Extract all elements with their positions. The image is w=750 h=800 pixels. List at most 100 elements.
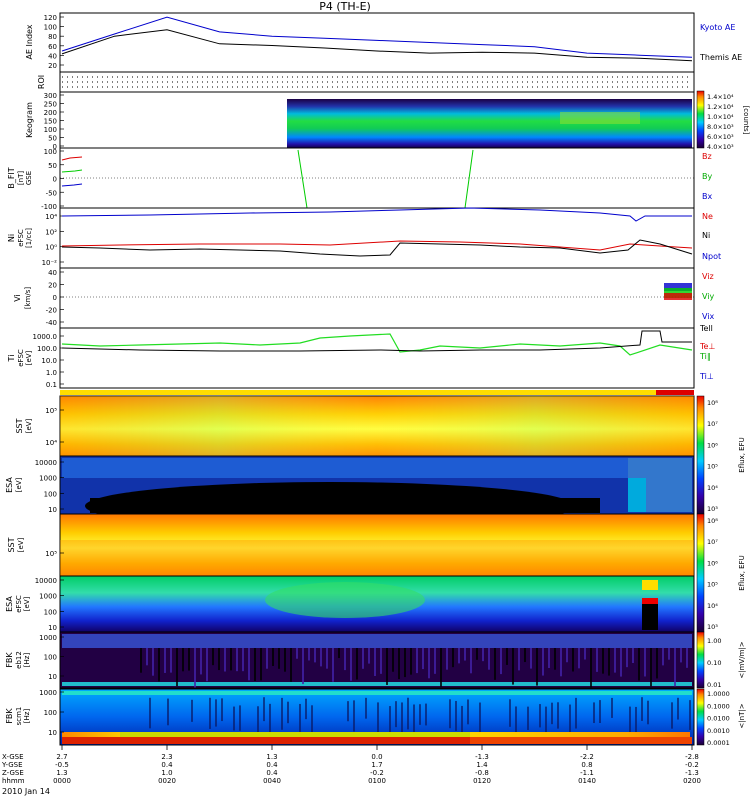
fbk-eb12-stripe bbox=[218, 648, 220, 671]
x-axis-value: 0.4 bbox=[266, 769, 278, 777]
fbk-eb12-stripe bbox=[320, 648, 322, 667]
ae-tick-label: 80 bbox=[48, 33, 57, 41]
fbk-eb12-stripe bbox=[248, 648, 250, 681]
fbk-eb12-tick-label: 10 bbox=[48, 673, 57, 681]
fbk-eb12-stripe bbox=[542, 648, 544, 676]
fbk-eb12-stripe bbox=[536, 648, 538, 686]
esa-ion-tick-label: 100 bbox=[44, 490, 57, 498]
ti-tick-labels: 1000.0 100.0 10.0 1.0 0.1 bbox=[33, 333, 64, 389]
fbk-eb12-panel: FBK eb12 [Hz] 1000 100 10 1.00 0.10 0.01 <|m… bbox=[5, 631, 746, 689]
fbk-scm1-stripe bbox=[629, 706, 631, 738]
fbk-eb12-colorbar-tick: 0.01 bbox=[707, 681, 721, 689]
fbk-eb12-stripe bbox=[206, 648, 208, 682]
fbk-eb12-stripe bbox=[254, 648, 256, 681]
x-axis-value: -2.8 bbox=[685, 753, 699, 761]
ni-legend-npot: Npot bbox=[702, 252, 721, 261]
bfit-frame bbox=[59, 147, 695, 209]
x-axis-value: -1.3 bbox=[685, 769, 699, 777]
fbk-scm1-stripe bbox=[635, 706, 637, 738]
x-axis-value: -0.8 bbox=[475, 769, 489, 777]
fbk-scm1-colorbar-tick: 0.0001 bbox=[707, 739, 730, 747]
ti-frame bbox=[59, 327, 695, 389]
fbk-eb12-stripe bbox=[482, 648, 484, 662]
sst-electron-ylabel-units: [eV] bbox=[17, 537, 25, 552]
fbk-eb12-stripe bbox=[212, 648, 214, 666]
fbk-eb12-stripe bbox=[242, 648, 244, 672]
keogram-colorbar-tick: 4.0×10³ bbox=[707, 143, 734, 151]
fbk-scm1-stripe bbox=[233, 706, 235, 731]
keogram-highlight bbox=[560, 112, 640, 124]
esa-electron-ylabel-units: [eV] bbox=[23, 596, 31, 611]
x-axis-value: -2.2 bbox=[580, 753, 594, 761]
fbk-eb12-stripe bbox=[284, 648, 286, 672]
fbk-scm1-stripe bbox=[599, 700, 601, 724]
fbk-scm1-stripe bbox=[239, 705, 241, 731]
electron-colorbar-label: Eflux, EFU bbox=[738, 555, 746, 590]
ti-tick-label: 1000.0 bbox=[33, 333, 58, 341]
fbk-scm1-stripe bbox=[281, 697, 283, 730]
fbk-scm1-stripe bbox=[269, 703, 271, 733]
ti-ylabel-units: [eV] bbox=[25, 350, 33, 365]
fbk-eb12-colorbar-label: <|mV/m|> bbox=[738, 641, 746, 678]
x-axis-value: 0040 bbox=[263, 777, 281, 785]
ni-tick-label: 10² bbox=[45, 228, 57, 236]
fbk-scm1-stripe bbox=[287, 701, 289, 724]
fbk-eb12-stripe bbox=[428, 648, 430, 679]
esa-electron-tick-label: 1000 bbox=[39, 593, 57, 601]
fbk-scm1-cyan-top bbox=[62, 691, 692, 695]
fbk-scm1-ylabel-channel: scm1 bbox=[15, 707, 23, 726]
ni-ni-trace bbox=[61, 239, 693, 257]
fbk-eb12-stripe bbox=[668, 648, 670, 660]
sst-ion-ylabel-units: [eV] bbox=[25, 418, 33, 433]
fbk-eb12-colorbar bbox=[696, 631, 705, 689]
fbk-scm1-stripe bbox=[191, 699, 193, 722]
bfit-ylabel: B_FIT bbox=[7, 167, 16, 188]
x-axis-value: 0100 bbox=[368, 777, 386, 785]
x-axis-value: 0.4 bbox=[266, 761, 278, 769]
fbk-scm1-stripe bbox=[401, 702, 403, 735]
keogram-colorbar-ticks: 1.4×10⁴ 1.2×10⁴ 1.0×10⁴ 8.0×10³ 6.0×10³ 4.0×1… bbox=[707, 93, 734, 151]
fbk-eb12-stripe bbox=[146, 648, 148, 666]
vi-vix-burst bbox=[664, 283, 692, 291]
fbk-scm1-base bbox=[62, 737, 692, 744]
bfit-bz-trace bbox=[61, 156, 83, 161]
ion-colorbar-label: Eflux, EFU bbox=[738, 437, 746, 472]
bfit-legend-bz: Bz bbox=[702, 152, 712, 161]
ni-tick-label: 10⁴ bbox=[45, 213, 57, 221]
fbk-scm1-stripe bbox=[467, 699, 469, 725]
keogram-colorbar-tick: 1.4×10⁴ bbox=[707, 93, 734, 101]
fbk-eb12-stripe bbox=[464, 648, 466, 661]
esa-ion-ylabel: ESA bbox=[5, 477, 14, 493]
x-axis-value: 1.3 bbox=[266, 753, 277, 761]
fbk-eb12-stripe bbox=[452, 648, 454, 668]
keogram-colorbar bbox=[696, 90, 705, 149]
fbk-scm1-stripe bbox=[353, 700, 355, 732]
fbk-eb12-stripe bbox=[566, 648, 568, 663]
ti-legend-tipar: Ti∥ bbox=[699, 352, 711, 361]
fbk-eb12-stripe bbox=[308, 648, 310, 661]
fbk-eb12-stripe bbox=[614, 648, 616, 673]
fbk-eb12-tick-label: 1000 bbox=[39, 634, 57, 642]
fbk-scm1-stripe bbox=[407, 697, 409, 730]
fbk-scm1-stripe bbox=[149, 697, 151, 729]
fbk-scm1-stripe bbox=[257, 706, 259, 737]
esa-ion-tick-label: 1000 bbox=[39, 475, 57, 483]
ion-colorbar-tick: 10⁵ bbox=[707, 463, 718, 471]
mode-bar-fast bbox=[60, 390, 656, 395]
fbk-scm1-stripe bbox=[221, 698, 223, 722]
ni-frame bbox=[59, 207, 695, 269]
fbk-eb12-stripe bbox=[398, 648, 400, 680]
sst-ion-tick-label: 10⁴ bbox=[45, 439, 57, 447]
date-label: 2010 Jan 14 bbox=[2, 787, 50, 796]
esa-electron-tick-label: 100 bbox=[44, 608, 57, 616]
esa-electron-burst-yellow bbox=[642, 580, 658, 590]
fbk-eb12-stripe bbox=[152, 648, 154, 676]
ae-themis-line bbox=[61, 29, 693, 62]
bfit-bx-trace bbox=[61, 183, 83, 187]
vi-tick-labels: 40 20 0 -20 -40 bbox=[46, 269, 64, 327]
fbk-eb12-stripe bbox=[446, 648, 448, 670]
mode-bar bbox=[60, 390, 694, 395]
